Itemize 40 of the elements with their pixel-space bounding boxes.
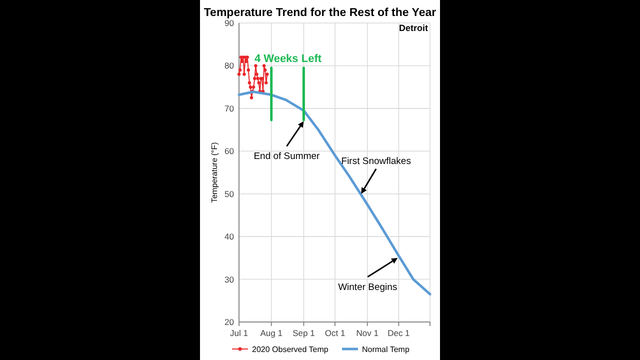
- point: [250, 96, 254, 100]
- annotation: Winter Begins: [338, 282, 398, 293]
- y-tick-label: 40: [224, 232, 234, 242]
- point: [238, 68, 242, 72]
- legend-label: 2020 Observed Temp: [252, 345, 329, 354]
- point: [264, 81, 268, 84]
- line-series: [238, 90, 432, 296]
- point: [254, 64, 258, 68]
- x-tick-label: Sep 1: [292, 328, 316, 338]
- y-tick-label: 50: [224, 188, 234, 199]
- chart-title: Temperature Trend for the Rest of the Year: [204, 7, 437, 19]
- point: [256, 76, 260, 80]
- y-tick-label: 90: [224, 18, 234, 28]
- y-tick-label: 20: [224, 317, 234, 327]
- point: [255, 72, 258, 76]
- x-tick-label: Nov 1: [356, 328, 379, 338]
- point: [237, 72, 241, 76]
- x-tick-label: Jul 1: [230, 328, 248, 338]
- annotation: First Snowflakes: [341, 156, 412, 167]
- annotation: End of Summer: [254, 151, 320, 162]
- point: [248, 81, 252, 84]
- point: [257, 81, 260, 84]
- point: [252, 85, 256, 89]
- point: [248, 85, 252, 89]
- y-tick-label: 80: [224, 60, 234, 71]
- point: [246, 68, 250, 72]
- annotation: 4 Weeks Left: [254, 53, 322, 65]
- legend-label: Normal Temp: [362, 345, 410, 354]
- y-tick-label: 60: [224, 146, 234, 156]
- point: [262, 64, 266, 68]
- annotation: Detroit: [399, 23, 428, 33]
- point: [253, 76, 256, 80]
- y-axis-title: Temperature (°F): [210, 142, 219, 203]
- x-tick-label: Aug 1: [260, 328, 283, 338]
- x-tick-label: Dec 1: [388, 328, 410, 338]
- point: [266, 72, 269, 76]
- point: [242, 72, 246, 76]
- y-tick-label: 70: [224, 103, 234, 114]
- x-tick-label: Oct 1: [324, 328, 346, 338]
- y-tick-label: 30: [224, 274, 234, 284]
